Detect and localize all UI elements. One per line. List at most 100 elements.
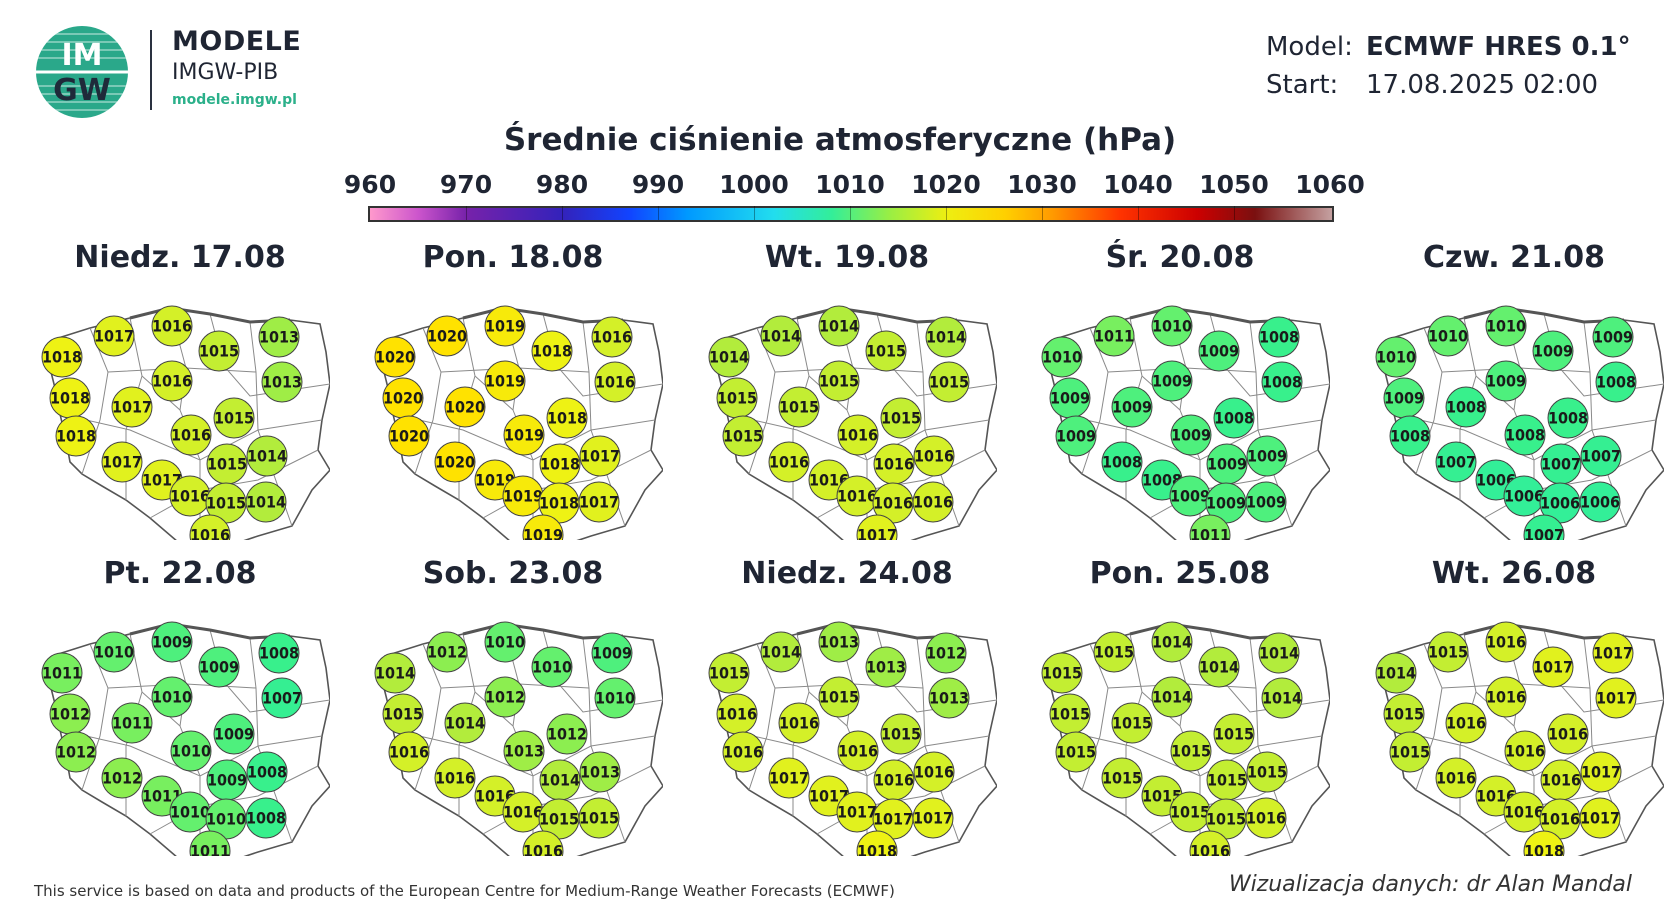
station-marker: 1013 xyxy=(258,316,300,358)
station-marker: 1016 xyxy=(1435,757,1477,799)
station-circle xyxy=(1189,830,1231,856)
station-pressure-value: 1009 xyxy=(1247,447,1287,466)
station-circle xyxy=(245,481,287,523)
station-pressure-value: 1016 xyxy=(170,487,210,506)
station-pressure-value: 1016 xyxy=(1486,633,1526,652)
station-pressure-value: 1016 xyxy=(595,373,635,392)
station-circle xyxy=(1445,702,1487,744)
station-circle xyxy=(925,632,967,674)
station-circle xyxy=(578,481,620,523)
station-circle xyxy=(1198,330,1240,372)
station-pressure-value: 1015 xyxy=(1428,643,1468,662)
station-circle xyxy=(818,360,860,402)
station-circle xyxy=(912,797,954,839)
station-marker: 1014 xyxy=(1261,677,1303,719)
station-pressure-value: 1016 xyxy=(1548,725,1588,744)
station-circle xyxy=(151,676,193,718)
station-pressure-value: 1007 xyxy=(1524,526,1564,541)
station-pressure-value: 1017 xyxy=(857,526,897,541)
station-pressure-value: 1015 xyxy=(579,809,619,828)
station-pressure-value: 1013 xyxy=(580,763,620,782)
station-marker: 1008 xyxy=(246,751,288,793)
station-marker: 1012 xyxy=(546,713,588,755)
station-circle xyxy=(1213,713,1255,755)
station-marker: 1015 xyxy=(880,713,922,755)
station-marker: 1017 xyxy=(768,757,810,799)
station-marker: 1014 xyxy=(1151,621,1193,663)
station-pressure-value: 1014 xyxy=(246,493,286,512)
station-marker: 1012 xyxy=(484,676,526,718)
station-marker: 1018 xyxy=(1523,830,1565,856)
station-marker: 1016 xyxy=(873,759,915,801)
station-circle xyxy=(261,361,303,403)
region-boundary xyxy=(1249,321,1293,527)
station-marker: 1018 xyxy=(539,443,581,485)
station-pressure-value: 1008 xyxy=(247,763,287,782)
station-circle xyxy=(579,435,621,477)
station-circle xyxy=(484,305,526,347)
region-boundary xyxy=(1393,729,1657,777)
station-circle xyxy=(1041,652,1083,694)
station-pressure-value: 1015 xyxy=(1247,763,1287,782)
station-marker: 1015 xyxy=(818,676,860,718)
station-pressure-value: 1008 xyxy=(1142,471,1182,490)
station-pressure-value: 1015 xyxy=(881,725,921,744)
station-marker: 1010 xyxy=(93,631,135,673)
station-marker: 1017 xyxy=(836,791,878,833)
station-circle xyxy=(213,397,255,439)
station-pressure-value: 1016 xyxy=(152,372,192,391)
station-pressure-value: 1018 xyxy=(532,342,572,361)
station-marker: 1018 xyxy=(41,336,83,378)
station-marker: 1017 xyxy=(1579,797,1621,839)
station-pressure-value: 1016 xyxy=(769,453,809,472)
station-pressure-value: 1015 xyxy=(1112,714,1152,733)
station-circle xyxy=(913,435,955,477)
station-circle xyxy=(546,397,588,439)
station-circle xyxy=(503,414,545,456)
baltic-coastline xyxy=(462,306,624,324)
map-title: Średnie ciśnienie atmosferyczne (hPa) xyxy=(503,122,1177,158)
station-circle xyxy=(1389,415,1431,457)
station-marker: 1009 xyxy=(1383,377,1425,419)
station-pressure-value: 1016 xyxy=(1540,810,1580,829)
station-marker: 1008 xyxy=(1261,361,1303,403)
station-marker: 1016 xyxy=(722,731,764,773)
station-marker: 1008 xyxy=(1389,415,1431,457)
station-marker: 1016 xyxy=(1189,830,1231,856)
station-pressure-value: 1016 xyxy=(914,447,954,466)
station-circle xyxy=(578,797,620,839)
station-marker: 1015 xyxy=(716,377,758,419)
station-circle xyxy=(1445,386,1487,428)
station-circle xyxy=(818,621,860,663)
station-pressure-value: 1009 xyxy=(1206,494,1246,513)
station-marker: 1016 xyxy=(594,361,636,403)
station-circle xyxy=(1435,441,1477,483)
station-circle xyxy=(1485,360,1527,402)
region-boundary xyxy=(392,729,656,777)
baltic-coastline xyxy=(1129,622,1291,640)
station-circle xyxy=(1258,316,1300,358)
station-pressure-value: 1016 xyxy=(837,487,877,506)
station-marker: 1011 xyxy=(111,702,153,744)
station-pressure-value: 1019 xyxy=(485,372,525,391)
station-pressure-value: 1017 xyxy=(1533,658,1573,677)
station-marker: 1016 xyxy=(1503,791,1545,833)
station-marker: 1015 xyxy=(1389,731,1431,773)
brand-url-link[interactable]: modele.imgw.pl xyxy=(172,92,297,108)
station-pressure-value: 1010 xyxy=(152,688,192,707)
station-circle xyxy=(760,315,802,357)
station-circle xyxy=(856,830,898,856)
station-circle xyxy=(55,731,97,773)
station-pressure-value: 1010 xyxy=(1042,348,1082,367)
station-marker: 1016 xyxy=(434,757,476,799)
station-pressure-value: 1015 xyxy=(1207,771,1247,790)
station-pressure-value: 1007 xyxy=(1581,447,1621,466)
region-boundary xyxy=(582,637,626,843)
station-marker: 1015 xyxy=(538,798,580,840)
station-marker: 1015 xyxy=(578,797,620,839)
station-pressure-value: 1009 xyxy=(1170,487,1210,506)
station-marker: 1016 xyxy=(1445,702,1487,744)
station-pressure-value: 1013 xyxy=(819,633,859,652)
